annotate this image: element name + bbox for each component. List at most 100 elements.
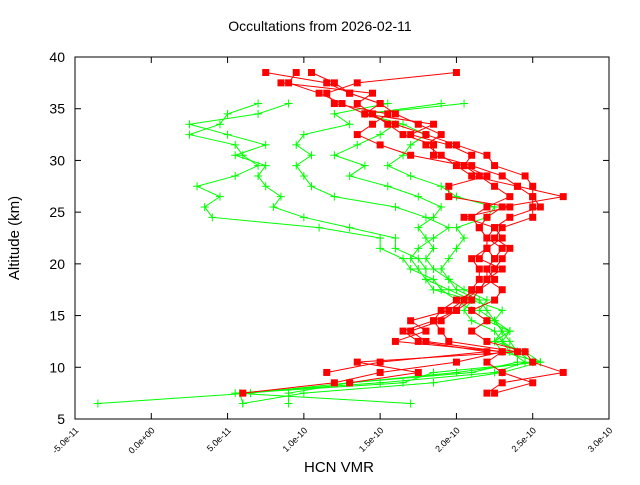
square-marker [498, 224, 506, 232]
plus-marker [330, 109, 339, 118]
square-marker [491, 255, 499, 263]
plus-marker [482, 296, 491, 305]
square-marker [376, 368, 384, 376]
plus-marker [429, 285, 438, 294]
x-axis-label: HCN VMR [304, 459, 374, 476]
plus-marker [261, 161, 270, 170]
square-marker [521, 348, 529, 356]
square-marker [445, 141, 453, 149]
square-marker [483, 234, 491, 242]
plus-marker [353, 140, 362, 149]
x-tick-label: 2.0e-10 [433, 425, 462, 454]
plus-marker [460, 306, 469, 315]
plus-marker [299, 171, 308, 180]
plus-marker [200, 202, 209, 211]
square-marker [498, 244, 506, 252]
square-marker [323, 89, 331, 97]
square-marker [491, 275, 499, 283]
square-marker [437, 317, 445, 325]
plus-marker [93, 399, 102, 408]
plus-marker [498, 306, 507, 315]
square-marker [338, 100, 346, 108]
plus-marker [345, 171, 354, 180]
plus-marker [452, 223, 461, 232]
plus-marker [231, 140, 240, 149]
y-tick-label: 30 [49, 152, 65, 168]
plus-marker [231, 171, 240, 180]
plus-marker [490, 327, 499, 336]
y-tick-label: 5 [57, 411, 65, 427]
square-marker [491, 389, 499, 397]
square-marker [491, 296, 499, 304]
plus-marker [406, 171, 415, 180]
square-marker [498, 255, 506, 263]
plus-marker [437, 182, 446, 191]
plus-marker [406, 265, 415, 274]
plus-marker [467, 316, 476, 325]
plus-marker [315, 223, 324, 232]
square-marker [460, 296, 468, 304]
plus-marker [414, 265, 423, 274]
square-marker [513, 182, 521, 190]
square-marker [437, 327, 445, 335]
square-marker [475, 172, 483, 180]
square-marker [475, 275, 483, 283]
plus-marker [383, 182, 392, 191]
square-marker [445, 182, 453, 190]
plus-marker [223, 109, 232, 118]
square-marker [353, 358, 361, 366]
square-marker [285, 79, 293, 87]
square-marker [346, 379, 354, 387]
plus-marker [360, 161, 369, 170]
square-marker [445, 306, 453, 314]
plus-marker [269, 202, 278, 211]
square-marker [407, 151, 415, 159]
square-marker [437, 151, 445, 159]
square-marker [414, 337, 422, 345]
plus-marker [475, 306, 484, 315]
chart-title: Occultations from 2026-02-11 [228, 18, 412, 34]
plus-marker [505, 337, 514, 346]
plus-marker [490, 337, 499, 346]
square-marker [430, 120, 438, 128]
square-marker [369, 120, 377, 128]
square-marker [384, 110, 392, 118]
square-marker [391, 120, 399, 128]
green-series-line [189, 103, 541, 404]
plus-marker [208, 213, 217, 222]
plus-marker [437, 265, 446, 274]
square-marker [483, 348, 491, 356]
plus-marker [383, 99, 392, 108]
square-marker [483, 389, 491, 397]
plus-marker [475, 296, 484, 305]
square-marker [468, 296, 476, 304]
square-marker [452, 296, 460, 304]
plus-marker [292, 140, 301, 149]
plot-frame [74, 56, 610, 420]
red-series-4 [262, 69, 537, 397]
plus-marker [231, 389, 240, 398]
square-marker [361, 110, 369, 118]
square-marker [529, 182, 537, 190]
square-marker [498, 234, 506, 242]
plus-marker [193, 182, 202, 191]
plus-marker [421, 254, 430, 263]
square-marker [330, 100, 338, 108]
axis-ticks: -5.0e-11 0.0e+00 5.0e-11 1.0e-10 1.5e-10 2.0e… [49, 49, 614, 456]
plus-marker [444, 254, 453, 263]
plus-marker [238, 399, 247, 408]
square-marker [468, 213, 476, 221]
green-series-1 [93, 99, 537, 408]
plus-marker [261, 140, 270, 149]
square-marker [468, 286, 476, 294]
square-marker [376, 100, 384, 108]
plus-marker [437, 285, 446, 294]
plus-marker [330, 151, 339, 160]
square-marker [559, 368, 567, 376]
plus-marker [330, 192, 339, 201]
square-marker [491, 234, 499, 242]
square-marker [491, 182, 499, 190]
square-marker [498, 379, 506, 387]
square-marker [483, 244, 491, 252]
square-marker [330, 379, 338, 387]
